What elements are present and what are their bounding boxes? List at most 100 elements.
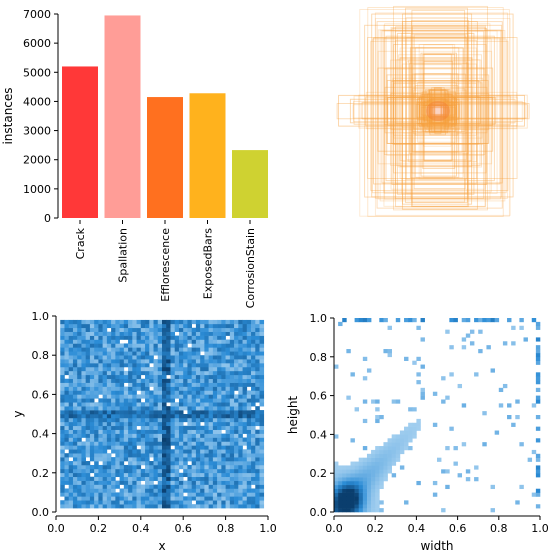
heatmap-cell xyxy=(145,335,150,340)
heatmap-cell xyxy=(195,476,201,481)
bounding-box xyxy=(390,92,490,131)
heatmap-cell xyxy=(68,351,74,356)
heatmap-cell xyxy=(94,370,99,376)
heatmap-cell xyxy=(255,347,260,352)
heatmap-cell xyxy=(461,345,467,350)
heatmap-cell xyxy=(255,319,260,325)
heatmap-cell xyxy=(221,453,226,458)
heatmap-cell xyxy=(106,461,112,466)
heatmap-cell xyxy=(225,366,231,372)
heatmap-cell xyxy=(136,323,142,329)
heatmap-cell xyxy=(200,323,205,329)
heatmap-cell xyxy=(437,457,442,462)
heatmap-cell xyxy=(77,421,82,427)
heatmap-cell xyxy=(149,347,154,352)
heatmap-cell xyxy=(157,472,163,478)
heatmap-cell xyxy=(366,508,372,513)
heatmap-cell xyxy=(119,363,125,368)
heatmap-cell xyxy=(149,492,154,497)
heatmap-cell xyxy=(461,442,467,447)
heatmap-cell xyxy=(183,429,188,434)
heatmap-cell xyxy=(229,374,235,380)
heatmap-cell xyxy=(85,331,91,336)
heatmap-cell xyxy=(221,480,226,485)
heatmap-cell xyxy=(221,355,226,360)
heatmap-cell xyxy=(354,508,360,513)
heatmap-cell xyxy=(255,331,260,336)
heatmap-cell xyxy=(187,417,192,423)
heatmap-cell xyxy=(162,464,167,470)
heatmap-cell xyxy=(225,437,231,442)
heatmap-cell xyxy=(162,351,167,356)
heatmap-cell xyxy=(535,438,541,443)
heatmap-cell xyxy=(200,339,205,344)
heatmap-cell xyxy=(255,390,260,395)
heatmap-cell xyxy=(115,504,120,509)
heatmap-cell xyxy=(140,414,146,419)
heatmap-cell xyxy=(225,484,231,489)
x-tick-label: 0.8 xyxy=(490,522,508,535)
heatmap-cell xyxy=(255,406,260,411)
heatmap-cell xyxy=(507,415,512,420)
heatmap-cell xyxy=(136,402,142,407)
heatmap-cell xyxy=(195,472,201,478)
heatmap-cell xyxy=(119,398,125,403)
heatmap-cell xyxy=(98,484,103,489)
heatmap-cell xyxy=(68,421,74,427)
heatmap-cell xyxy=(251,366,256,372)
heatmap-cell xyxy=(338,508,343,513)
bounding-box xyxy=(423,104,453,119)
heatmap-cell xyxy=(255,472,260,478)
heatmap-cell xyxy=(507,403,512,408)
heatmap-cell xyxy=(511,341,516,346)
heatmap-cell xyxy=(170,425,176,430)
heatmap-cell xyxy=(255,378,260,383)
heatmap-cell xyxy=(94,394,99,399)
heatmap-cell xyxy=(229,343,235,348)
heatmap-cell xyxy=(383,465,388,470)
heatmap-cell xyxy=(145,480,150,485)
heatmap-cell xyxy=(200,382,205,387)
x-tick-label: 0.6 xyxy=(174,522,192,535)
heatmap-cell xyxy=(366,453,372,458)
heatmap-cell xyxy=(238,378,243,383)
heatmap-cell xyxy=(461,337,467,342)
heatmap-cell xyxy=(221,366,226,372)
heatmap-cell xyxy=(246,347,252,352)
heatmap-cell xyxy=(399,442,405,447)
heatmap-cell xyxy=(123,406,129,411)
heatmap-cell xyxy=(251,453,256,458)
heatmap-cell xyxy=(375,492,380,497)
heatmap-cell xyxy=(94,359,99,364)
heatmap-cell xyxy=(85,319,91,325)
heatmap-cell xyxy=(60,453,65,458)
heatmap-cell xyxy=(89,398,95,403)
heatmap-cell xyxy=(387,449,392,455)
heatmap-cell xyxy=(183,414,188,419)
bounding-box xyxy=(402,13,473,205)
heatmap-cell xyxy=(136,453,142,458)
heatmap-cell xyxy=(153,394,159,399)
heatmap-cell xyxy=(259,370,265,376)
heatmap-cell xyxy=(217,394,222,399)
heatmap-cell xyxy=(102,421,108,427)
heatmap-cell xyxy=(200,331,205,336)
heatmap-cell xyxy=(187,355,192,360)
heatmap-cell xyxy=(89,468,95,474)
heatmap-cell xyxy=(64,492,70,497)
heatmap-cell xyxy=(234,468,239,474)
heatmap-cell xyxy=(72,472,78,478)
heatmap-cell xyxy=(149,433,154,438)
heatmap-cell xyxy=(383,461,388,466)
heatmap-cell xyxy=(140,363,146,368)
heatmap-cell xyxy=(115,406,120,411)
heatmap-cell xyxy=(106,331,112,336)
heatmap-cell xyxy=(162,500,167,505)
y-tick-label: 1.0 xyxy=(32,310,50,323)
heatmap-cell xyxy=(106,398,112,403)
heatmap-cell xyxy=(81,378,86,383)
heatmap-cell xyxy=(166,464,171,470)
heatmap-cell xyxy=(371,504,376,509)
heatmap-cell xyxy=(217,476,222,481)
heatmap-cell xyxy=(60,347,65,352)
